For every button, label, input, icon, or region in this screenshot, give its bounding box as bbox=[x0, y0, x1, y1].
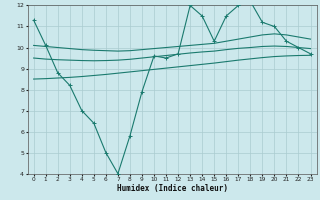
X-axis label: Humidex (Indice chaleur): Humidex (Indice chaleur) bbox=[116, 184, 228, 193]
